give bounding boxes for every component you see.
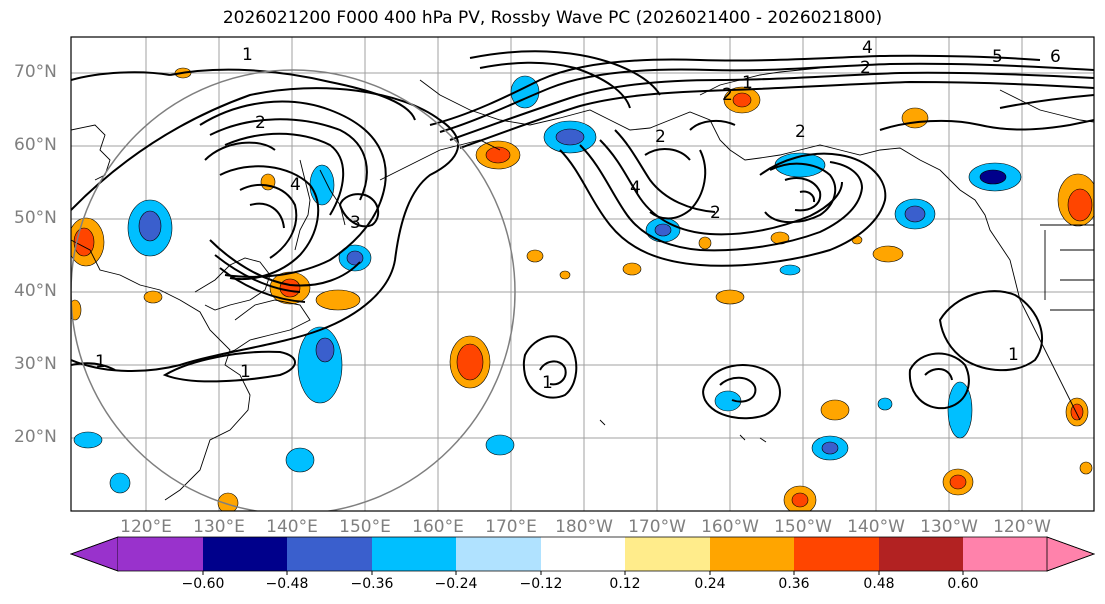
contour-label: 2 (255, 113, 266, 133)
contour-label: 1 (542, 373, 553, 393)
colorbar-max-arrow (1046, 536, 1096, 572)
colorbar (69, 536, 1096, 575)
colorbar-segment (541, 537, 625, 571)
colorbar-segment (372, 537, 456, 571)
map-background (71, 37, 1094, 511)
projection-circle (71, 69, 516, 511)
colorbar-tick-label: 0.36 (778, 576, 810, 592)
colorbar-segment (710, 537, 794, 571)
lon-label: 130°W (920, 517, 978, 537)
colorbar-segment (456, 537, 541, 571)
contour-label: 4 (630, 178, 641, 198)
chart-title: 2026021200 F000 400 hPa PV, Rossby Wave … (222, 8, 883, 28)
lon-label: 180°W (555, 517, 613, 537)
lon-label: 140°E (266, 517, 318, 537)
contour-label-group: 1 1 1 1 1 1 2 2 2 2 2 2 3 4 5 6 4 4 (95, 38, 1061, 393)
contour-label: 1 (1008, 345, 1019, 365)
colorbar-tick-label: −0.36 (350, 576, 394, 592)
lon-label: 150°E (339, 517, 391, 537)
lat-label-60n: 60°N (14, 135, 57, 155)
colorbar-segment (625, 537, 710, 571)
contour-label: 4 (290, 175, 301, 195)
lat-label-40n: 40°N (14, 281, 57, 301)
lon-label: 140°W (847, 517, 905, 537)
coastlines (71, 67, 1094, 501)
colorbar-outline (69, 536, 1096, 572)
lat-label-50n: 50°N (14, 208, 57, 228)
colorbar-ticks (202, 571, 964, 575)
contour-label: 1 (742, 73, 753, 93)
colorbar-tick-label: 0.12 (609, 576, 641, 592)
colorbar-segment (963, 537, 1047, 571)
contour-label: 1 (95, 352, 106, 372)
contour-label: 2 (860, 58, 871, 78)
lon-label: 160°W (701, 517, 759, 537)
lon-label: 160°E (412, 517, 464, 537)
lon-label: 120°E (120, 517, 172, 537)
contour-label: 3 (350, 213, 361, 233)
lon-label: 170°E (485, 517, 537, 537)
colorbar-segment (287, 537, 372, 571)
map-border (70, 36, 1095, 512)
colorbar-segment (794, 537, 879, 571)
lon-label: 120°W (993, 517, 1051, 537)
contour-label: 6 (1050, 47, 1061, 67)
contour-label: 2 (722, 85, 733, 105)
lon-label: 130°E (193, 517, 245, 537)
contour-label: 5 (992, 47, 1003, 67)
colorbar-tick-label: 0.60 (947, 576, 979, 592)
colorbar-tick-label: 0.48 (863, 576, 895, 592)
contour-label: 2 (795, 122, 806, 142)
lat-label-20n: 20°N (14, 427, 57, 447)
colorbar-segment (118, 537, 203, 571)
contour-label: 1 (242, 45, 253, 65)
colorbar-tick-label: −0.24 (434, 576, 478, 592)
colorbar-tick-label: −0.48 (265, 576, 309, 592)
lat-label-30n: 30°N (14, 354, 57, 374)
anomaly-shading (71, 67, 1094, 511)
colorbar-tick-label: −0.60 (181, 576, 225, 592)
lat-label-70n: 70°N (14, 62, 57, 82)
pv-contours (71, 50, 1094, 420)
colorbar-tick-label: −0.12 (519, 576, 563, 592)
colorbar-segment (203, 537, 287, 571)
lon-label: 150°W (774, 517, 832, 537)
contour-label: 2 (655, 127, 666, 147)
colorbar-min-arrow (69, 536, 119, 572)
contour-label: 4 (862, 38, 873, 58)
lon-label: 170°W (628, 517, 686, 537)
contour-label: 2 (710, 203, 721, 223)
colorbar-tick-label: 0.24 (694, 576, 726, 592)
contour-label: 1 (240, 362, 251, 382)
colorbar-segment (879, 537, 963, 571)
